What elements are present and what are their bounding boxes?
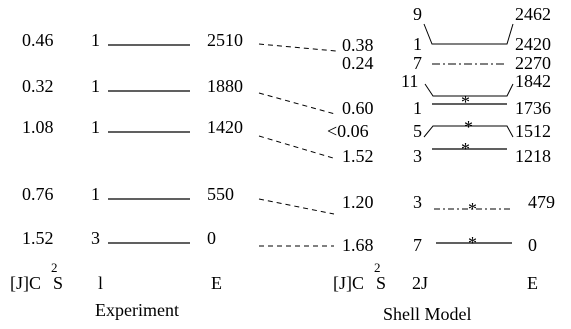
- sm-e-1: 2462: [515, 4, 551, 24]
- exp-header-l: l: [98, 273, 103, 293]
- exp-header-c2s-sup: 2: [51, 260, 58, 275]
- exp-e-2: 1880: [207, 76, 243, 96]
- sm-star-1218: *: [461, 139, 470, 159]
- sm-2j-2: 1: [413, 34, 422, 54]
- connector-3: [258, 135, 334, 159]
- exp-e-4: 550: [207, 184, 234, 204]
- sm-e-2: 2420: [515, 34, 551, 54]
- connector-1: [258, 43, 337, 52]
- sm-header-e: E: [527, 273, 538, 293]
- sm-c2s-2: 0.24: [342, 53, 374, 73]
- exp-header-c2s-suffix: S: [53, 273, 63, 293]
- sm-e-4: 1842: [515, 71, 551, 91]
- shell-c2s-column: 0.38 0.24 0.60 <0.06 1.52 1.20 1.68: [327, 35, 374, 255]
- sm-star-1512: *: [464, 117, 473, 137]
- sm-header-c2s-suffix: S: [376, 273, 386, 293]
- exp-c2s-3: 1.08: [22, 117, 54, 137]
- exp-c2s-5: 1.52: [22, 228, 54, 248]
- sm-header-2j: 2J: [412, 273, 428, 293]
- sm-star-1736: *: [461, 92, 470, 112]
- sm-c2s-5: 1.52: [342, 146, 374, 166]
- exp-c2s-4: 0.76: [22, 184, 54, 204]
- sm-c2s-7: 1.68: [342, 235, 374, 255]
- sm-c2s-6: 1.20: [342, 192, 374, 212]
- exp-header-e: E: [211, 273, 222, 293]
- sm-bracket-2462-2420: [423, 23, 514, 45]
- sm-header-c2s-prefix: [J]C: [333, 273, 364, 293]
- sm-2j-1: 9: [413, 4, 422, 24]
- connector-lines: [258, 43, 337, 247]
- sm-star-479: *: [468, 199, 477, 219]
- connector-4: [258, 198, 335, 215]
- sm-e-9: 0: [528, 235, 537, 255]
- sm-star-0: *: [468, 233, 477, 253]
- experiment-column: 0.46 1 2510 0.32 1 1880 1.08 1 1420 0.76…: [10, 30, 243, 320]
- shell-model-column: 9 1 7 11 1 5 3 3 7 2462 2420 2270 1842 1…: [333, 4, 555, 324]
- sm-e-6: 1512: [515, 121, 551, 141]
- sm-2j-5: 1: [413, 98, 422, 118]
- sm-c2s-3: 0.60: [342, 98, 374, 118]
- sm-2j-8: 3: [413, 192, 422, 212]
- sm-2j-9: 7: [413, 235, 422, 255]
- exp-l-3: 1: [91, 117, 100, 137]
- exp-e-5: 0: [207, 228, 216, 248]
- sm-2j-6: 5: [413, 121, 422, 141]
- sm-2j-3: 7: [413, 53, 422, 73]
- exp-c2s-2: 0.32: [22, 76, 54, 96]
- sm-c2s-1: 0.38: [342, 35, 374, 55]
- exp-header-c2s-prefix: [J]C: [10, 273, 41, 293]
- sm-e-5: 1736: [515, 98, 551, 118]
- shell-model-title: Shell Model: [383, 304, 472, 324]
- sm-c2s-4: <0.06: [327, 121, 369, 141]
- exp-l-4: 1: [91, 184, 100, 204]
- sm-header-c2s-sup: 2: [374, 260, 381, 275]
- sm-e-8: 479: [528, 192, 555, 212]
- connector-2: [258, 92, 336, 115]
- exp-e-3: 1420: [207, 117, 243, 137]
- exp-l-5: 3: [91, 228, 100, 248]
- sm-2j-7: 3: [413, 146, 422, 166]
- exp-c2s-1: 0.46: [22, 30, 54, 50]
- sm-2j-4: 11: [401, 71, 418, 91]
- exp-l-2: 1: [91, 76, 100, 96]
- sm-e-3: 2270: [515, 53, 551, 73]
- exp-e-1: 2510: [207, 30, 243, 50]
- exp-l-1: 1: [91, 30, 100, 50]
- experiment-title: Experiment: [95, 300, 179, 320]
- sm-e-7: 1218: [515, 146, 551, 166]
